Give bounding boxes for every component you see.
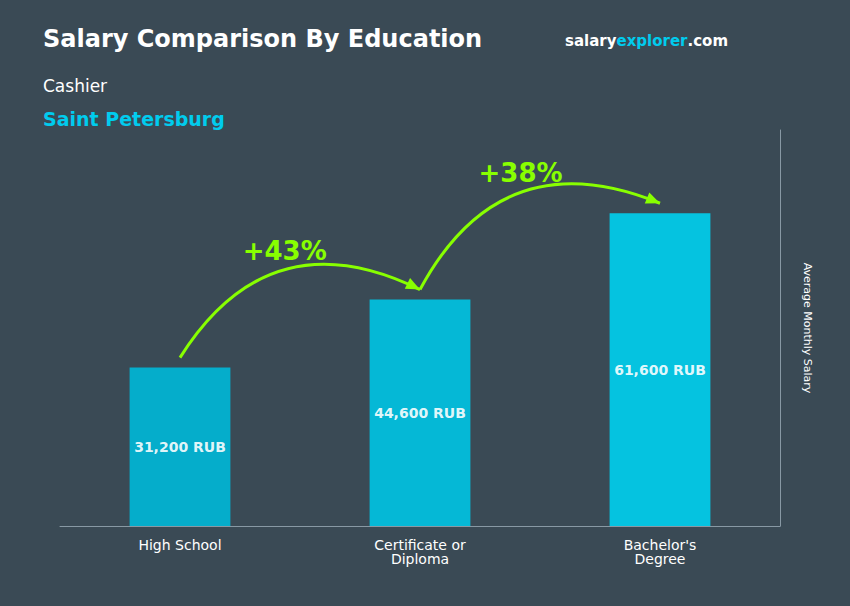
svg-text:61,600 RUB: 61,600 RUB <box>614 362 706 378</box>
svg-text:explorer: explorer <box>616 32 688 50</box>
svg-text:44,600 RUB: 44,600 RUB <box>374 405 466 421</box>
svg-text:Degree: Degree <box>635 551 686 567</box>
svg-text:salary: salary <box>565 32 617 50</box>
svg-text:Bachelor's: Bachelor's <box>623 537 697 553</box>
svg-text:+43%: +43% <box>243 236 327 266</box>
svg-text:Average Monthly Salary: Average Monthly Salary <box>801 263 814 394</box>
svg-text:Salary Comparison By Education: Salary Comparison By Education <box>43 25 482 53</box>
svg-text:Cashier: Cashier <box>43 76 107 96</box>
svg-text:31,200 RUB: 31,200 RUB <box>134 439 226 455</box>
svg-text:+38%: +38% <box>479 158 563 188</box>
svg-text:.com: .com <box>687 32 728 50</box>
svg-text:Saint Petersburg: Saint Petersburg <box>43 108 225 130</box>
svg-text:Certificate or: Certificate or <box>374 537 466 553</box>
svg-text:Diploma: Diploma <box>391 551 449 567</box>
svg-text:High School: High School <box>138 537 221 553</box>
